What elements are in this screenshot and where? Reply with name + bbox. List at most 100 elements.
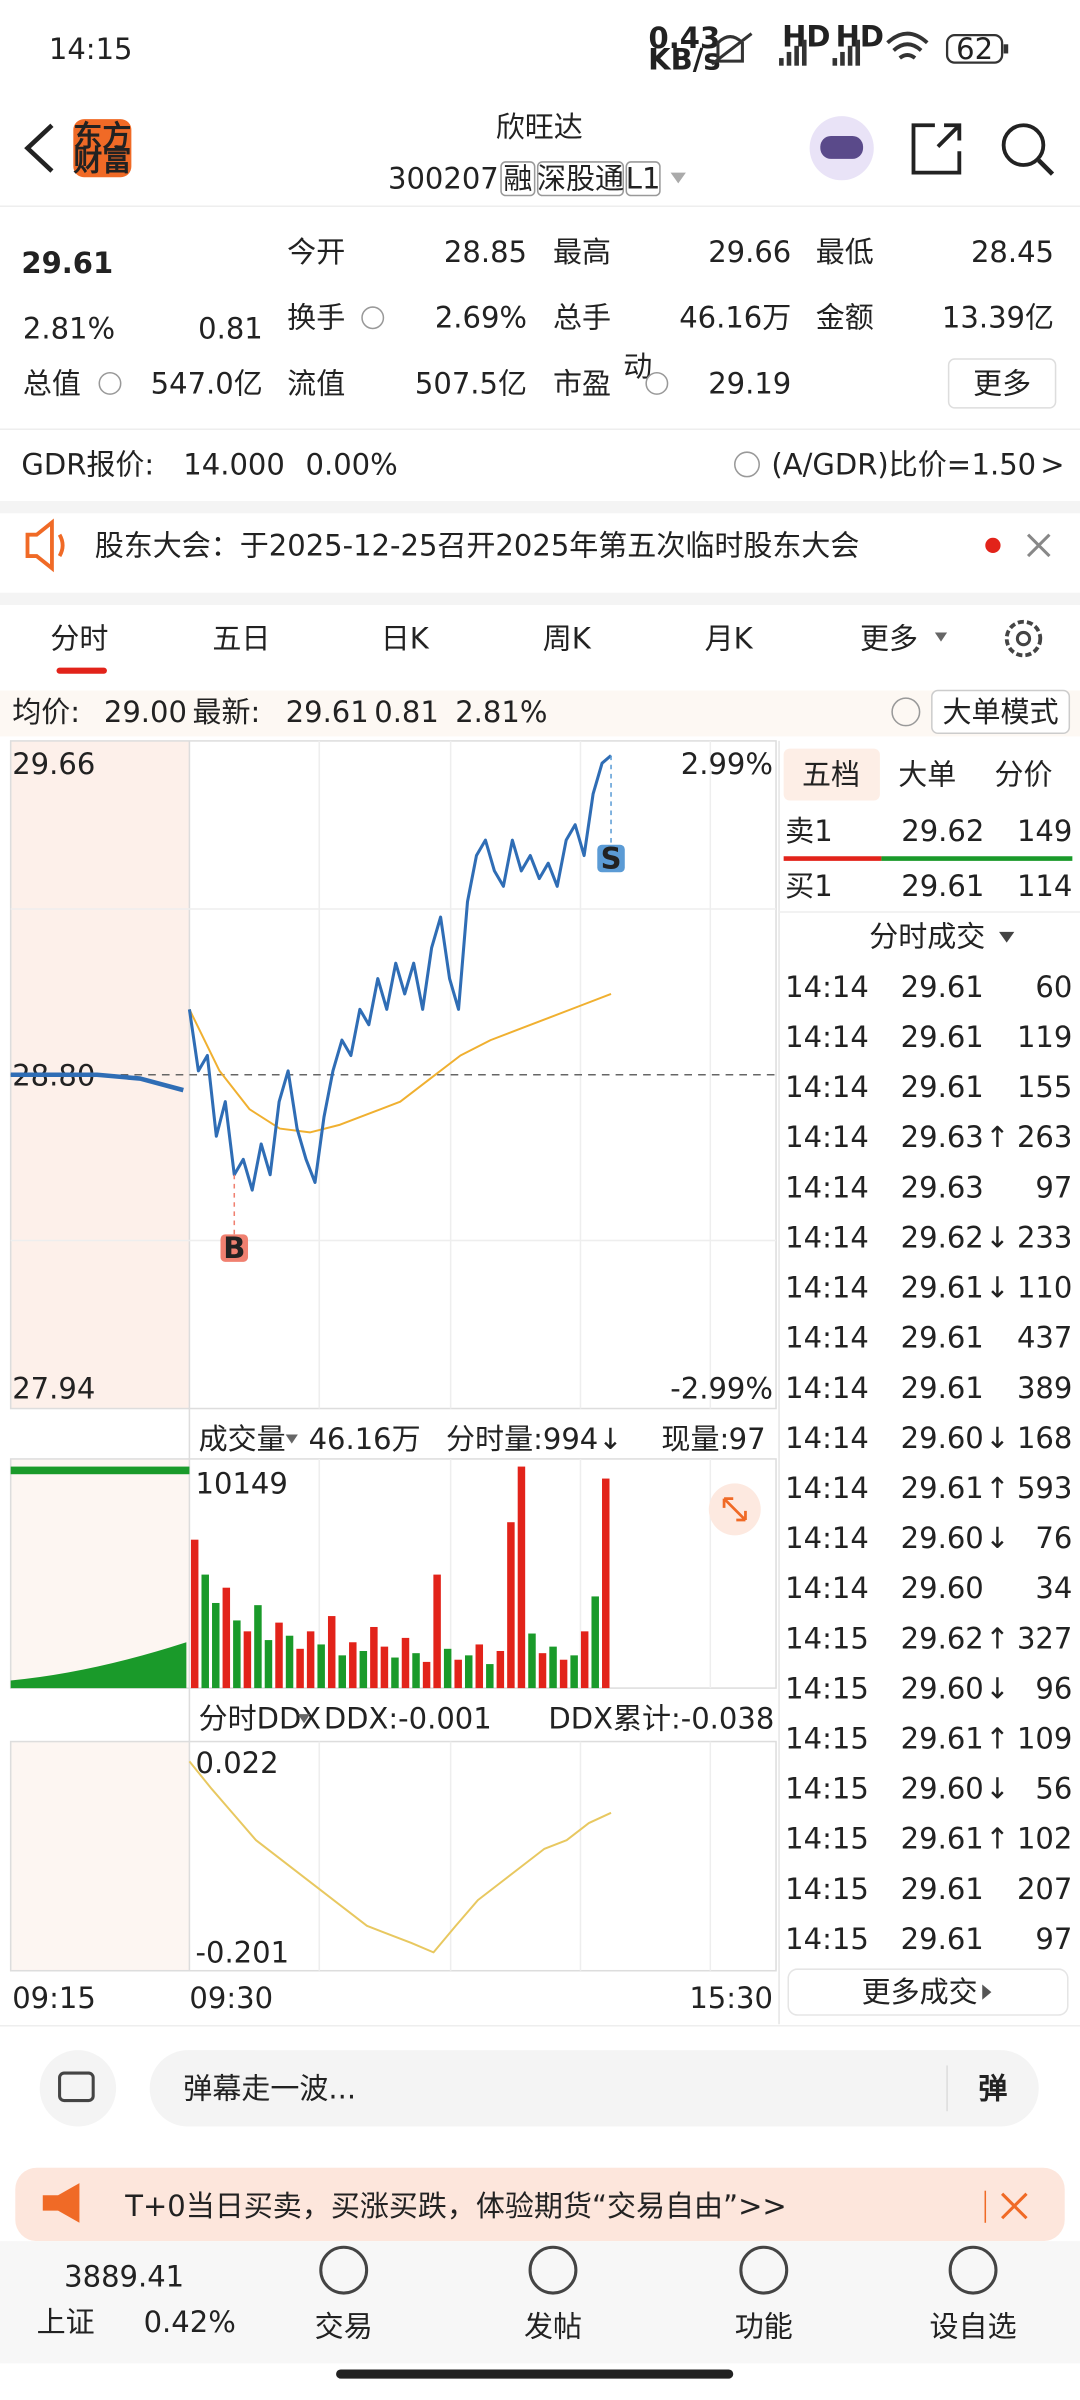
field-value: 507.5亿: [415, 366, 527, 400]
book-tab[interactable]: 大单: [898, 758, 956, 792]
label[interactable]: 分时DDX: [199, 1702, 322, 1736]
trade-volume: 119: [1017, 1020, 1072, 1054]
tab[interactable]: 五日: [212, 622, 270, 656]
search-handle: [1037, 158, 1055, 176]
label[interactable]: 弹幕走一波...: [183, 2071, 356, 2105]
trade-volume: 34: [1035, 1571, 1072, 1605]
trade-price: 29.63: [901, 1120, 984, 1154]
field-value: 28.85: [444, 235, 527, 269]
trade-volume: 76: [1035, 1521, 1072, 1555]
nav-item[interactable]: 功能: [735, 2310, 793, 2344]
trade-time: 14:14: [785, 1421, 869, 1455]
avatar-face: [820, 135, 864, 159]
close-ad[interactable]: [1001, 2192, 1028, 2220]
field-value: 13.39亿: [942, 301, 1054, 335]
nav-bar: [0, 2241, 1080, 2364]
mode-button: [931, 689, 1071, 735]
volume-bar: [517, 1466, 526, 1689]
volume-bar: [549, 1646, 557, 1689]
dropdown: [297, 1714, 311, 1724]
nav-item[interactable]: 交易: [315, 2310, 373, 2344]
label[interactable]: 弹: [978, 2071, 1007, 2105]
volume-bar: [443, 1648, 452, 1689]
trade-volume: 56: [1035, 1772, 1072, 1806]
signal-bar: [855, 39, 861, 66]
label: KB/s: [648, 43, 720, 77]
trade-volume: 437: [1017, 1321, 1072, 1355]
trade-price: 29.62: [901, 1621, 984, 1655]
trade-volume: 389: [1017, 1371, 1072, 1405]
tab[interactable]: 更多: [860, 622, 918, 656]
trade-time: 14:14: [785, 1471, 869, 1505]
label[interactable]: 大单模式: [943, 695, 1059, 729]
info-bar: [0, 690, 1080, 737]
trade-price: 29.61: [901, 1471, 984, 1505]
label: (A/GDR)比价=: [771, 447, 971, 481]
trade-time: 14:14: [785, 1220, 869, 1254]
trade-arrow: ↑: [985, 1822, 1009, 1856]
signal-bar: [794, 45, 799, 66]
comment-icon[interactable]: [39, 2050, 117, 2127]
volume-bar: [296, 1648, 304, 1689]
sell-marker: [597, 844, 625, 873]
settings-button[interactable]: [1004, 619, 1043, 658]
trade-arrow: ↓: [985, 1220, 1009, 1254]
more-button-label[interactable]: 更多: [973, 366, 1031, 400]
trade-price: 29.61: [901, 1922, 984, 1956]
nav-item[interactable]: 设自选: [930, 2310, 1017, 2344]
label: 2.81%: [23, 311, 115, 345]
label[interactable]: 更多成交: [862, 1975, 978, 2009]
trade-price: 29.61: [901, 1070, 984, 1104]
nav-item[interactable]: 发帖: [524, 2310, 582, 2344]
share-button[interactable]: [911, 123, 962, 175]
settings-hub: [1015, 630, 1032, 647]
tab[interactable]: 周K: [543, 622, 592, 656]
wifi-icon: [886, 31, 929, 60]
volume-bar: [496, 1650, 505, 1689]
label: 09:15: [12, 1981, 96, 2015]
book-tab[interactable]: 五档: [802, 758, 860, 792]
trade-volume: 109: [1017, 1722, 1072, 1756]
volume-bar: [317, 1644, 325, 1689]
trade-volume: 97: [1035, 1922, 1072, 1956]
trade-time: 14:14: [785, 970, 869, 1004]
trade-volume: 110: [1017, 1271, 1072, 1305]
label: 财富: [73, 143, 131, 177]
trade-price: 29.61: [901, 1271, 984, 1305]
trade-price: 29.61: [901, 1321, 984, 1355]
close-button[interactable]: [1026, 533, 1051, 558]
label: 2.99%: [681, 747, 773, 781]
field-label: 总手: [553, 301, 611, 335]
last-price: 29.61: [21, 246, 113, 280]
field-label: 金额: [816, 301, 874, 335]
label: 现量:: [661, 1422, 729, 1456]
label[interactable]: 成交量: [199, 1422, 286, 1456]
arrow: [982, 1984, 992, 2000]
tag-box: [500, 161, 536, 197]
trade-volume: 327: [1017, 1621, 1072, 1655]
trade-volume: 263: [1017, 1120, 1072, 1154]
trade-time: 14:15: [785, 1671, 869, 1705]
trade-price: 29.60: [901, 1421, 984, 1455]
trade-arrow: ↓: [985, 1521, 1009, 1555]
tab[interactable]: 日K: [381, 622, 430, 656]
trade-price: 29.60: [901, 1772, 984, 1806]
trade-volume: 168: [1017, 1421, 1072, 1455]
trade-arrow: ↓: [985, 1671, 1009, 1705]
volume-bar: [570, 1655, 578, 1689]
book-tab[interactable]: 分价: [994, 758, 1052, 792]
trade-time: 14:15: [785, 1772, 869, 1806]
volume-bar: [401, 1637, 410, 1689]
label: T+0当日买卖，买涨买跌，体验期货“交易自由”>>: [124, 2189, 786, 2223]
trade-time: 14:15: [785, 1922, 869, 1956]
label: 0.81: [198, 311, 263, 345]
field-label: 今开: [287, 235, 345, 269]
search-button[interactable]: [1001, 123, 1046, 167]
tab[interactable]: 分时: [50, 622, 108, 656]
label: 97: [729, 1422, 766, 1456]
back-button[interactable]: [24, 123, 54, 173]
tab[interactable]: 月K: [705, 622, 754, 656]
label: 29.00: [104, 695, 187, 729]
megaphone: [42, 2183, 80, 2223]
